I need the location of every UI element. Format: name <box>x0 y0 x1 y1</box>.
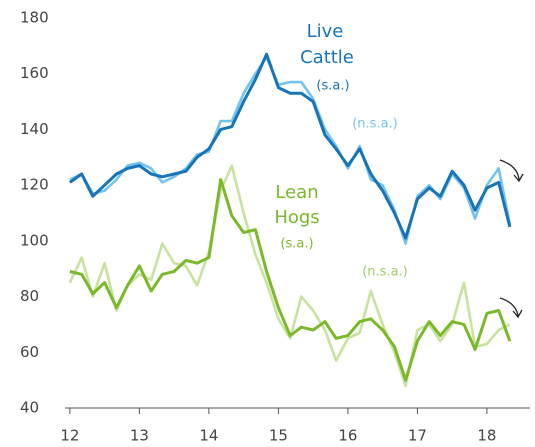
arrow-head <box>513 173 524 183</box>
annotation: Cattle <box>300 47 354 68</box>
y-tick-label: 40 <box>20 399 39 417</box>
series-line <box>68 52 512 240</box>
y-tick-label: 120 <box>20 176 49 194</box>
annotation: (n.s.a.) <box>362 265 408 280</box>
annotation: (s.a.) <box>280 237 313 252</box>
x-tick-label: 17 <box>408 427 427 445</box>
annotation: Hogs <box>274 207 319 228</box>
arrow <box>499 297 519 317</box>
y-tick-label: 160 <box>20 64 49 82</box>
y-tick-label: 80 <box>20 287 39 305</box>
x-tick-label: 13 <box>130 427 149 445</box>
x-tick-label: 14 <box>199 427 218 445</box>
y-tick-label: 140 <box>20 120 49 138</box>
x-tick-label: 16 <box>338 427 357 445</box>
arrow <box>499 159 520 181</box>
annotation: Lean <box>275 182 318 203</box>
annotation: (s.a.) <box>316 79 349 94</box>
x-tick-label: 18 <box>477 427 496 445</box>
annotation: (n.s.a.) <box>352 117 398 132</box>
x-tick-label: 12 <box>60 427 79 445</box>
series-line <box>69 178 512 382</box>
arrow-head <box>512 309 523 319</box>
annotation: Live <box>307 21 344 42</box>
y-tick-label: 100 <box>20 231 49 249</box>
y-tick-label: 60 <box>20 343 39 361</box>
x-tick-label: 15 <box>269 427 288 445</box>
y-tick-label: 180 <box>20 9 49 27</box>
